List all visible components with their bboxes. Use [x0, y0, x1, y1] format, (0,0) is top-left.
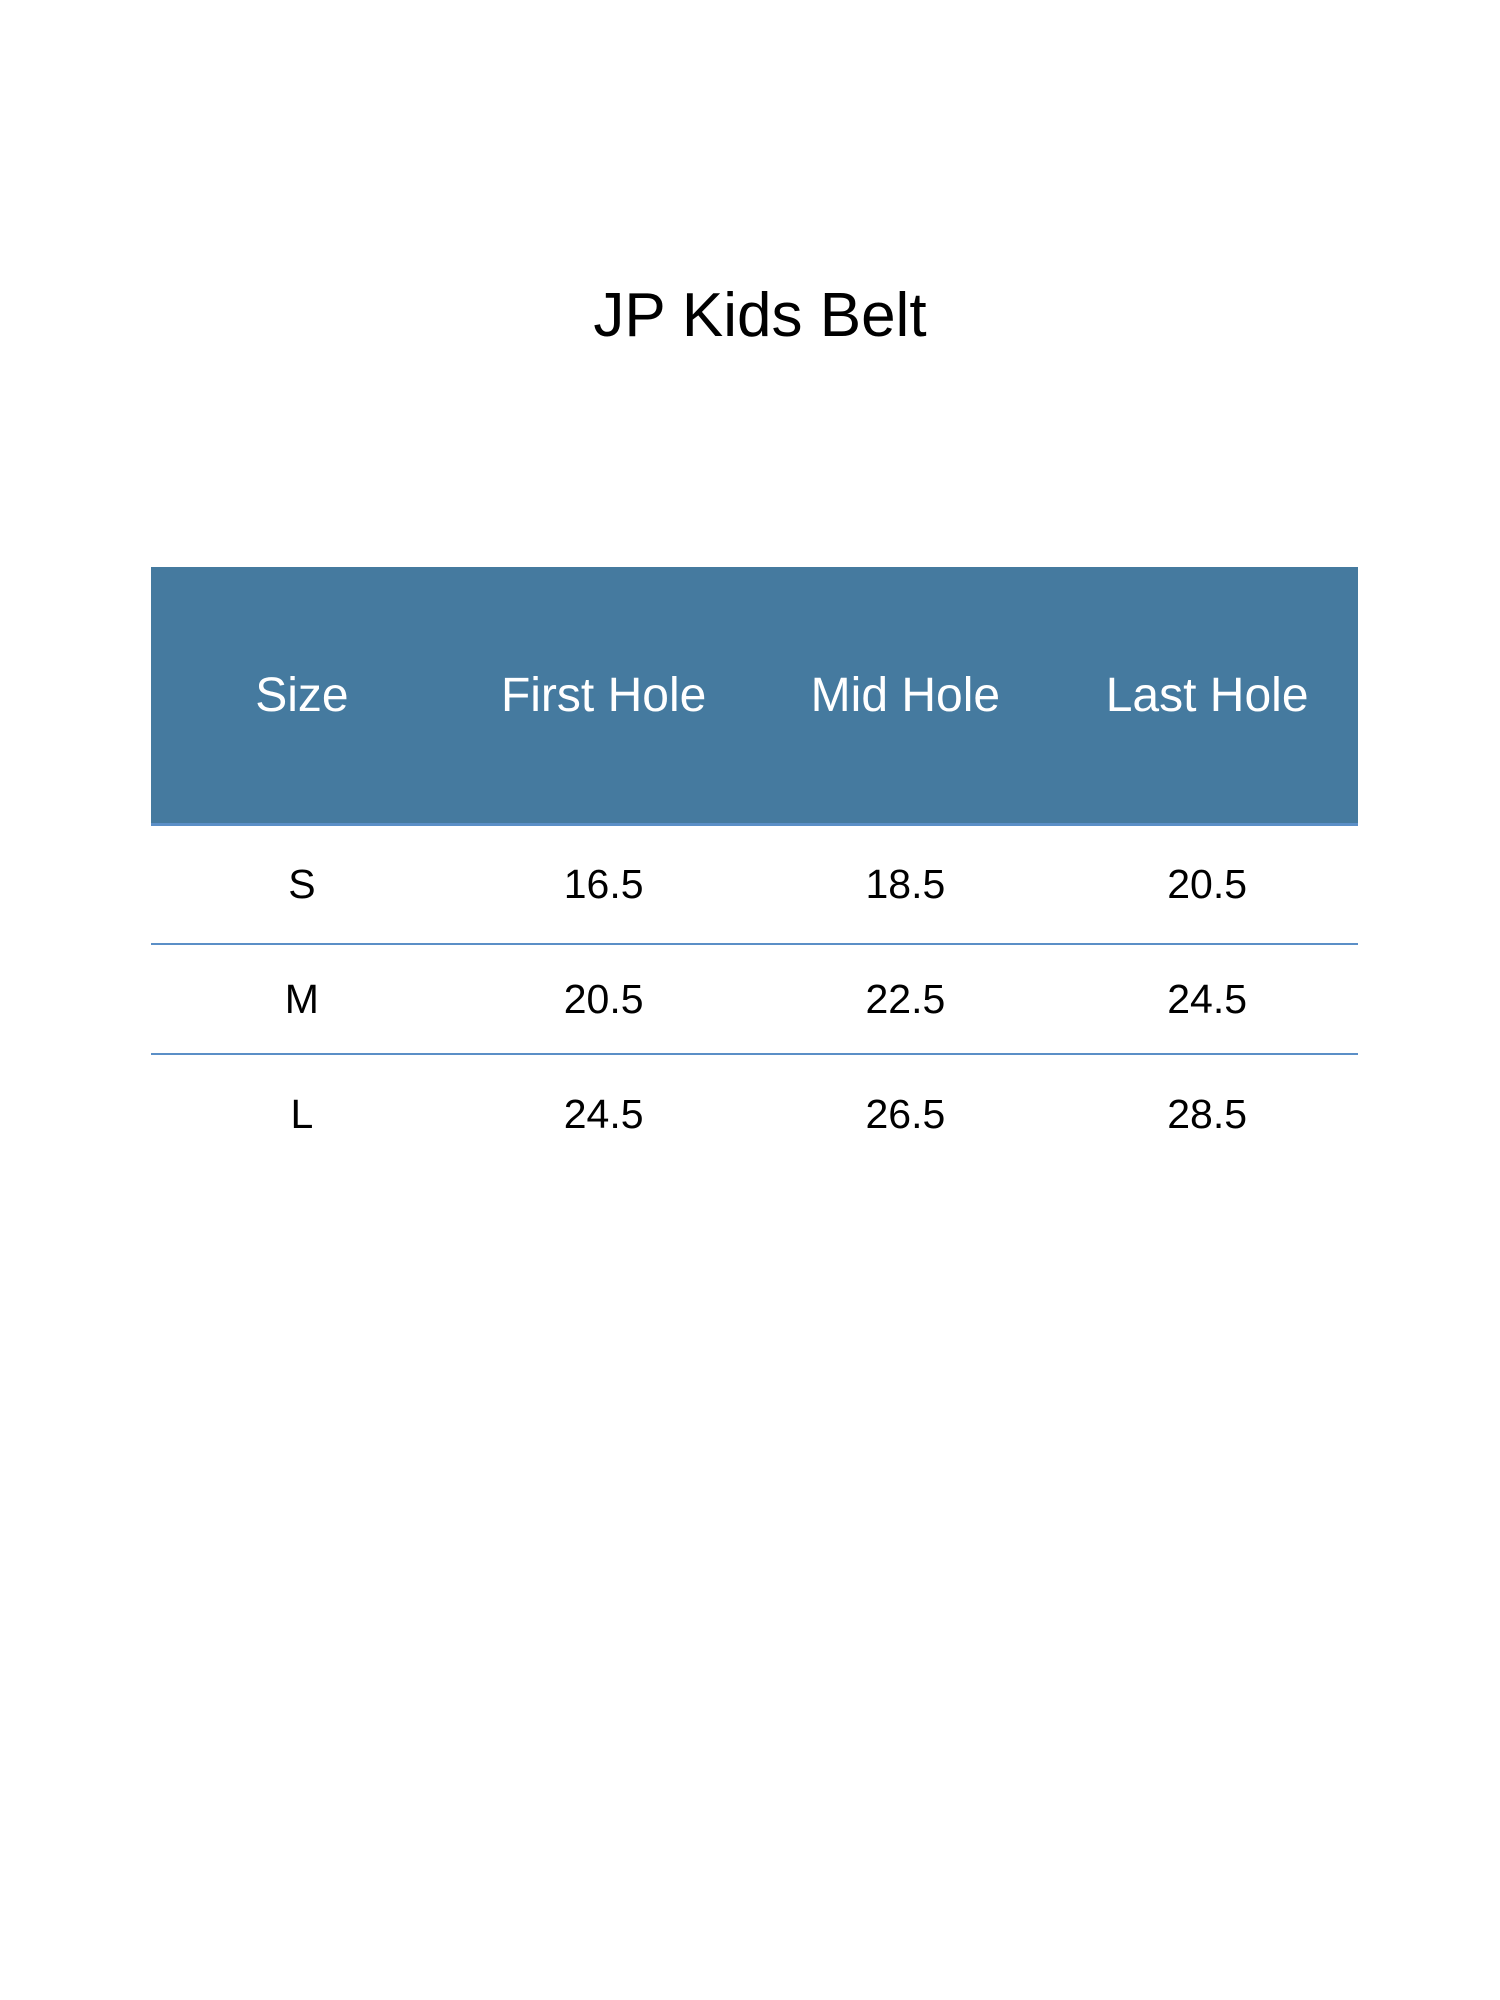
cell-last-hole: 28.5	[1167, 1090, 1248, 1137]
cell-size: L	[290, 1090, 314, 1137]
cell-first-hole: 20.5	[452, 944, 755, 1055]
table-row: L 24.5 26.5 28.5	[151, 1054, 1358, 1173]
size-chart-table: Size First Hole Mid Hole Last Hole S 16.…	[151, 567, 1358, 1173]
cell-mid-hole: 22.5	[754, 944, 1057, 1055]
cell-size: S	[151, 824, 453, 945]
cell-size: M	[151, 944, 453, 1055]
cell-mid-hole: 18.5	[754, 824, 1057, 945]
header-row: Size First Hole Mid Hole Last Hole	[151, 567, 1358, 826]
cell-mid-hole: 26.5	[865, 1090, 946, 1137]
table-row: M 20.5 22.5 24.5	[151, 944, 1358, 1055]
header-size: Size	[151, 567, 453, 826]
header-first-hole: First Hole	[452, 567, 755, 826]
page-title: JP Kids Belt	[593, 281, 927, 350]
header-last-hole: Last Hole	[1056, 567, 1358, 826]
cell-last-hole: 24.5	[1056, 944, 1358, 1055]
cell-first-hole: 24.5	[563, 1090, 644, 1137]
header-mid-hole: Mid Hole	[754, 567, 1057, 826]
cell-first-hole: 16.5	[452, 824, 755, 945]
table-row: S 16.5 18.5 20.5	[151, 824, 1358, 945]
cell-last-hole: 20.5	[1056, 824, 1358, 945]
